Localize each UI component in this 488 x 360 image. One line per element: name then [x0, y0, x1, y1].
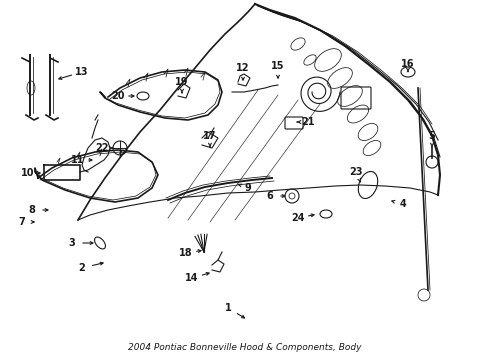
Text: 6: 6: [266, 191, 273, 201]
Text: 16: 16: [401, 59, 414, 69]
Text: 1: 1: [224, 303, 231, 313]
Text: 24: 24: [291, 213, 304, 223]
Text: 14: 14: [185, 273, 198, 283]
Text: 8: 8: [28, 205, 35, 215]
Text: 10: 10: [21, 168, 35, 178]
Text: 9: 9: [244, 183, 251, 193]
Text: 23: 23: [348, 167, 362, 177]
Text: 11: 11: [71, 155, 84, 165]
Text: 3: 3: [68, 238, 75, 248]
Text: 17: 17: [203, 131, 216, 141]
Text: 22: 22: [95, 143, 108, 153]
Text: 15: 15: [271, 61, 284, 71]
Text: 5: 5: [428, 131, 434, 141]
Text: 2: 2: [79, 263, 85, 273]
Text: 12: 12: [236, 63, 249, 73]
Text: 2004 Pontiac Bonneville Hood & Components, Body: 2004 Pontiac Bonneville Hood & Component…: [127, 343, 361, 352]
Text: 13: 13: [75, 67, 88, 77]
Text: 19: 19: [175, 77, 188, 87]
Text: 18: 18: [179, 248, 192, 258]
Text: 7: 7: [19, 217, 25, 227]
Text: 20: 20: [111, 91, 124, 101]
Text: 4: 4: [399, 199, 406, 209]
Text: 21: 21: [301, 117, 314, 127]
